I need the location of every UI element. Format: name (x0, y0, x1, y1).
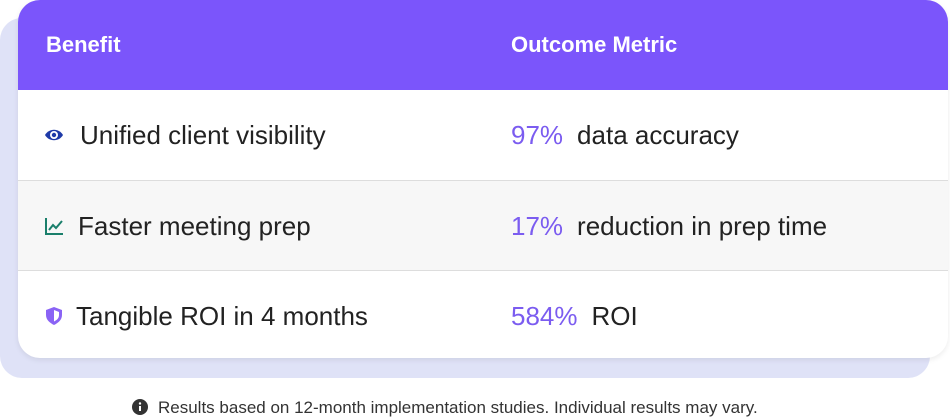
benefit: Tangible ROI in 4 months (76, 301, 368, 331)
footnote-text: Results based on 12-month implementation… (158, 398, 758, 417)
metric-description: ROI (591, 301, 638, 331)
table-row: Faster meeting prep 17% reduction in prep… (18, 180, 948, 270)
eye-icon (45, 129, 63, 141)
info-icon (132, 399, 148, 415)
table-row: Unified client visibility 97% data accura… (18, 90, 948, 180)
table-header: Benefit Outcome Metric (18, 0, 948, 90)
header-cell: Benefit (46, 32, 121, 57)
metric-description: data accuracy (577, 120, 739, 150)
metric-value: 97% (511, 120, 564, 150)
benefit: Faster meeting prep (78, 211, 311, 241)
metric-cell: 584% ROI (511, 301, 638, 332)
metric-value: 584% (511, 301, 578, 331)
benefit: Unified client visibility (80, 120, 326, 150)
chart-icon (45, 218, 63, 235)
shield-icon (46, 307, 62, 325)
table-card: Benefit Outcome Metric Unified client vi… (18, 0, 948, 358)
metric-value: 17% (511, 211, 564, 241)
footnote: Results based on 12-month implementation… (132, 398, 758, 418)
metric-description: reduction in prep time (577, 211, 828, 241)
table-row: Tangible ROI in 4 months 584% ROI (18, 270, 948, 358)
metric-cell: 97% data accuracy (511, 120, 739, 151)
header-cell: Outcome Metric (511, 32, 678, 57)
metric-cell: 17% reduction in prep time (511, 211, 827, 242)
